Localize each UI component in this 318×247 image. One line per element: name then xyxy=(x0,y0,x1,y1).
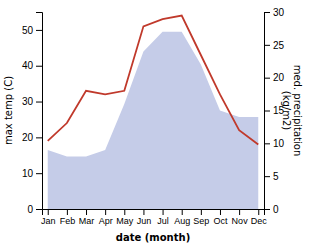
x-axis-tick-label: Nov xyxy=(232,216,249,226)
x-axis-tick-mark xyxy=(220,209,221,215)
x-axis-tick: Mar xyxy=(79,209,95,226)
x-axis-tick-mark xyxy=(143,209,144,215)
x-axis-tick-label: Feb xyxy=(60,216,76,226)
x-axis-title: date (month) xyxy=(116,232,190,243)
x-axis-tick: Feb xyxy=(60,209,76,226)
x-axis-tick-label: May xyxy=(116,216,134,226)
x-axis-tick-mark xyxy=(182,209,183,215)
y2-axis-tick: 10 xyxy=(264,138,285,149)
y-axis-tick-mark xyxy=(36,137,42,138)
y2-axis-title: med. precipitation(kg/m2) xyxy=(281,65,304,157)
plot: Jan FebMar AprMayJun Jul AugSep Oct NovDec 0 10 2… xyxy=(22,7,285,227)
y-axis-tick-label: 40 xyxy=(22,60,34,71)
y-axis-tick-label: 20 xyxy=(22,132,34,143)
y-axis-tick: 50 xyxy=(22,25,42,36)
y-axis-tick-mark xyxy=(36,173,42,174)
y2-axis-tick-label: 10 xyxy=(273,138,285,149)
x-axis-tick: Jan xyxy=(41,209,56,226)
x-axis-tick: Sep xyxy=(193,209,209,226)
y2-axis-title-line: (kg/m2) xyxy=(281,91,292,131)
marks xyxy=(48,16,259,209)
x-axis-tick-mark xyxy=(105,209,106,215)
x-axis-tick-label: Mar xyxy=(79,216,95,226)
x-axis-tick: May xyxy=(116,209,134,226)
x-axis-tick: Aug xyxy=(174,209,190,226)
y-axis: 0 10 20 30 40 50 xyxy=(22,13,43,215)
y-axis-tick-label: 10 xyxy=(22,168,34,179)
y2-axis-tick-label: 30 xyxy=(273,7,285,18)
y-axis-tick-mark xyxy=(36,66,42,67)
y2-axis-tick-label: 0 xyxy=(273,204,279,215)
x-axis-tick: Dec xyxy=(251,209,268,226)
x-axis-tick-mark xyxy=(201,209,202,215)
x-axis-tick: Jul xyxy=(157,209,169,226)
y-axis-title: max temp (C) xyxy=(3,76,14,145)
y2-axis-tick-mark xyxy=(264,143,270,144)
x-axis-tick-mark xyxy=(124,209,125,215)
y-axis-tick: 20 xyxy=(22,132,42,143)
y2-axis-tick-mark xyxy=(264,12,270,13)
x-axis-tick: Nov xyxy=(232,209,249,226)
y2-axis-tick: 25 xyxy=(264,40,285,51)
x-axis-line xyxy=(43,210,265,216)
y2-axis-tick: 30 xyxy=(264,7,285,18)
y-axis-tick: 30 xyxy=(22,96,42,107)
y-axis-tick: 0 xyxy=(27,204,42,215)
y-axis-tick-label: 30 xyxy=(22,96,34,107)
x-axis-tick-label: Aug xyxy=(174,216,190,226)
y2-axis-tick: 20 xyxy=(264,72,285,83)
x-axis-tick: Jun xyxy=(137,209,152,226)
x-axis-tick-label: Apr xyxy=(99,216,113,226)
y2-axis-tick: 5 xyxy=(264,171,279,182)
y2-axis-title-line: med. precipitation xyxy=(292,65,303,157)
x-axis-tick-label: Dec xyxy=(251,216,268,226)
y2-axis-tick-label: 25 xyxy=(273,40,285,51)
x-axis-tick-mark xyxy=(239,209,240,215)
area xyxy=(48,32,259,209)
y-axis-tick-mark xyxy=(36,102,42,103)
x-axis-tick-mark xyxy=(163,209,164,215)
x-axis-tick-label: Oct xyxy=(213,216,228,226)
y-axis-tick: 10 xyxy=(22,168,42,179)
y-axis-tick-label: 50 xyxy=(22,25,34,36)
y2-axis-tick-label: 5 xyxy=(273,171,279,182)
y2-axis-tick-mark xyxy=(264,111,270,112)
y-axis-tick: 40 xyxy=(22,60,42,71)
x-axis-tick-mark xyxy=(258,209,259,215)
y2-axis-tick-label: 20 xyxy=(273,72,285,83)
x-axis-tick: Apr xyxy=(99,209,113,226)
chart: Jan FebMar AprMayJun Jul AugSep Oct NovDec 0 10 2… xyxy=(0,0,318,247)
x-axis-tick-label: Jun xyxy=(137,216,152,226)
y2-axis-tick: 0 xyxy=(264,204,279,215)
y-axis-tick-mark xyxy=(36,209,42,210)
y2-axis-tick-mark xyxy=(264,209,270,210)
x-axis-tick-mark xyxy=(86,209,87,215)
y2-axis-tick-mark xyxy=(264,176,270,177)
x-axis: Jan FebMar AprMayJun Jul AugSep Oct NovDec xyxy=(41,209,267,226)
y-axis-tick-mark xyxy=(36,30,42,31)
line xyxy=(48,16,259,145)
x-axis-tick-label: Jan xyxy=(41,216,56,226)
x-axis-tick-label: Jul xyxy=(157,216,169,226)
y2-axis-tick-mark xyxy=(264,45,270,46)
y-axis-tick-label: 0 xyxy=(27,204,33,215)
x-axis-tick-mark xyxy=(67,209,68,215)
x-axis-tick-label: Sep xyxy=(193,216,209,226)
x-axis-tick: Oct xyxy=(213,209,228,226)
y2-axis-tick-mark xyxy=(264,78,270,79)
y-axis-line xyxy=(36,13,43,210)
y2-axis-line xyxy=(265,13,271,210)
x-axis-tick-mark xyxy=(48,209,49,215)
